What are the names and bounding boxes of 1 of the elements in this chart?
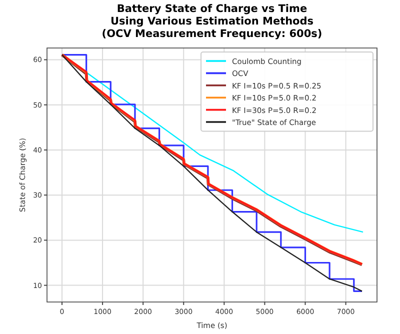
chart-title: Battery State of Charge vs Time Using Various Estimation Methods (OCV Measurement Frequency: 600s) — [102, 3, 322, 40]
